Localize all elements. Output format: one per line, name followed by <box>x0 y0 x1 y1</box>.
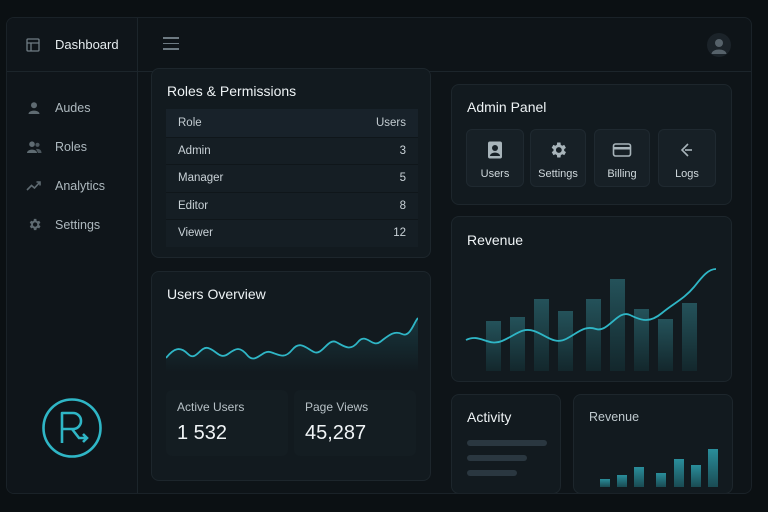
revenue-bar <box>658 319 673 371</box>
stat-page-views: Page Views 45,287 <box>294 390 416 456</box>
tile-label: Settings <box>538 168 578 180</box>
arrow-left-icon <box>680 143 692 157</box>
brand-logo <box>42 398 102 458</box>
revenue-bar <box>510 317 525 371</box>
revenue-bar <box>558 311 573 371</box>
tile-label: Users <box>480 168 510 180</box>
gear-icon <box>551 142 566 158</box>
sidebar-item-analytics[interactable]: Analytics <box>7 166 137 205</box>
roles-table: Role Users Admin 3 Manager 5 Editor 8 Vi… <box>166 109 418 247</box>
sparkline-line <box>166 317 418 360</box>
avatar[interactable] <box>707 33 731 57</box>
table-row[interactable]: Manager 5 <box>166 164 418 192</box>
role-name: Editor <box>178 199 209 212</box>
dashboard-icon <box>26 37 40 52</box>
card-title: Roles & Permissions <box>167 83 297 99</box>
admin-tile-billing[interactable]: Billing <box>594 129 650 187</box>
revenue-bar <box>586 299 601 371</box>
revenue-small-bar <box>600 479 610 487</box>
card-title: Users Overview <box>167 286 266 302</box>
revenue-small-bar <box>656 473 666 487</box>
role-users: 3 <box>399 144 406 157</box>
sidebar-item-label: Settings <box>55 217 101 232</box>
revenue-small-card: Revenue <box>573 394 733 493</box>
stat-value: 45,287 <box>305 422 367 444</box>
column-header-role: Role <box>178 116 202 129</box>
top-bar <box>138 18 751 72</box>
table-row[interactable]: Editor 8 <box>166 191 418 219</box>
role-users: 8 <box>399 199 406 212</box>
trend-icon <box>26 178 42 194</box>
revenue-line <box>465 268 717 344</box>
card-title: Activity <box>467 409 512 425</box>
users-overview-card: Users Overview Active Users 1 532 Page V… <box>151 271 431 481</box>
sidebar-item-roles[interactable]: Roles <box>7 127 137 166</box>
sidebar-item-settings[interactable]: Settings <box>7 205 137 244</box>
revenue-small-bar <box>617 475 627 487</box>
stat-label: Active Users <box>177 400 245 414</box>
sidebar-item-audes[interactable]: Audes <box>7 88 137 127</box>
role-name: Viewer <box>178 227 213 240</box>
role-users: 12 <box>393 227 406 240</box>
sidebar: Dashboard Audes Roles Analytics <box>7 18 138 493</box>
activity-skeleton-line <box>467 470 517 476</box>
roles-permissions-card: Roles & Permissions Role Users Admin 3 M… <box>151 68 431 258</box>
revenue-small-bar <box>674 459 684 487</box>
stat-value: 1 532 <box>177 422 228 444</box>
revenue-card: Revenue <box>451 216 732 382</box>
activity-card: Activity <box>451 394 561 493</box>
revenue-small-bar <box>634 467 644 487</box>
card-title: Revenue <box>467 232 524 248</box>
tile-label: Logs <box>675 168 699 180</box>
revenue-small-chart <box>600 449 718 487</box>
card-title: Revenue <box>589 410 640 424</box>
user-icon <box>26 100 42 116</box>
column-header-users: Users <box>375 116 406 129</box>
sidebar-nav: Audes Roles Analytics Settings <box>7 88 137 244</box>
sidebar-item-label: Analytics <box>55 178 106 193</box>
table-header: Role Users <box>166 109 418 137</box>
admin-tile-settings[interactable]: Settings <box>530 129 586 187</box>
revenue-bar <box>610 279 625 371</box>
role-name: Manager <box>178 172 224 185</box>
sidebar-header: Dashboard <box>7 18 137 72</box>
admin-tile-users[interactable]: Users <box>466 129 524 187</box>
role-users: 5 <box>399 172 406 185</box>
sparkline-area <box>166 318 418 372</box>
menu-icon[interactable] <box>163 37 179 51</box>
activity-skeleton-line <box>467 455 527 461</box>
table-row[interactable]: Admin 3 <box>166 136 418 164</box>
sidebar-item-label: Roles <box>55 139 87 154</box>
admin-tile-logs[interactable]: Logs <box>658 129 716 187</box>
activity-skeleton-line <box>467 440 547 446</box>
sidebar-title: Dashboard <box>55 37 119 52</box>
sidebar-item-label: Audes <box>55 100 91 115</box>
users-sparkline <box>166 317 418 372</box>
role-name: Admin <box>178 144 211 157</box>
credit-card-icon <box>612 143 632 157</box>
card-title: Admin Panel <box>467 99 547 115</box>
stat-active-users: Active Users 1 532 <box>166 390 288 456</box>
stat-label: Page Views <box>305 400 369 414</box>
revenue-small-bar <box>708 449 718 487</box>
revenue-small-bar <box>691 465 701 487</box>
app-window: Dashboard Audes Roles Analytics <box>6 17 752 494</box>
revenue-bar <box>486 321 501 371</box>
id-card-icon <box>488 141 502 159</box>
revenue-chart <box>465 268 717 371</box>
admin-panel-card: Admin Panel Users Settings Billing Logs <box>451 84 732 205</box>
table-row[interactable]: Viewer 12 <box>166 219 418 247</box>
users-icon <box>26 139 42 155</box>
tile-label: Billing <box>607 168 637 180</box>
user-avatar-icon <box>711 39 727 54</box>
revenue-bar <box>682 303 697 371</box>
revenue-bar <box>634 309 649 371</box>
gear-icon <box>26 217 42 233</box>
